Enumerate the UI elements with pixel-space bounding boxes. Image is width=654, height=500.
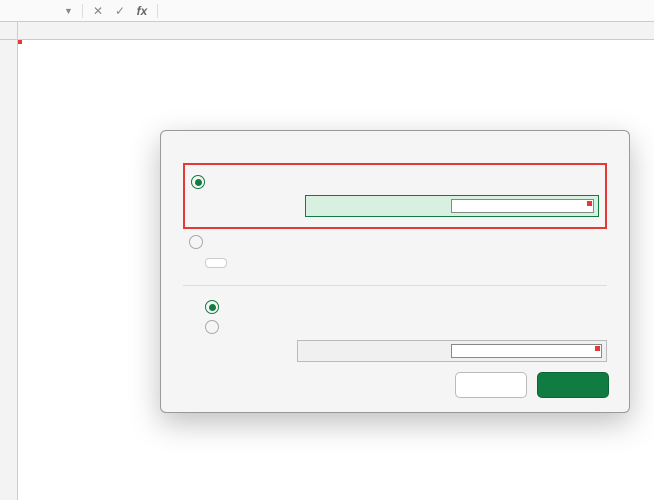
radio-external-source[interactable] — [183, 235, 607, 249]
radio-existing-worksheet[interactable] — [183, 320, 607, 334]
row-numbers — [0, 40, 18, 500]
radio-icon — [189, 235, 203, 249]
dialog-title — [161, 131, 629, 153]
fx-icon[interactable]: fx — [135, 4, 149, 18]
range-selector-icon[interactable] — [451, 344, 602, 358]
marching-ants-selection — [18, 40, 22, 44]
choose-connection-button — [205, 258, 227, 268]
select-all-corner[interactable] — [0, 22, 18, 39]
accept-formula-icon[interactable]: ✓ — [113, 4, 127, 18]
radio-select-range[interactable] — [191, 175, 599, 189]
name-box-dropdown-icon[interactable]: ▼ — [64, 6, 74, 16]
radio-icon — [205, 320, 219, 334]
divider — [183, 285, 607, 286]
cancel-button[interactable] — [455, 372, 527, 398]
range-selector-icon[interactable] — [451, 199, 594, 213]
ok-button[interactable] — [537, 372, 609, 398]
column-headers — [0, 22, 654, 40]
formula-bar: ▼ ✕ ✓ fx — [0, 0, 654, 22]
red-highlight-box — [183, 163, 607, 229]
radio-new-worksheet[interactable] — [183, 300, 607, 314]
location-input[interactable] — [297, 340, 607, 362]
red-outline-data — [18, 40, 22, 44]
create-pivottable-dialog — [160, 130, 630, 413]
radio-icon — [191, 175, 205, 189]
cancel-formula-icon[interactable]: ✕ — [91, 4, 105, 18]
table-range-input[interactable] — [305, 195, 599, 217]
radio-icon — [205, 300, 219, 314]
divider — [157, 4, 158, 18]
divider — [82, 4, 83, 18]
